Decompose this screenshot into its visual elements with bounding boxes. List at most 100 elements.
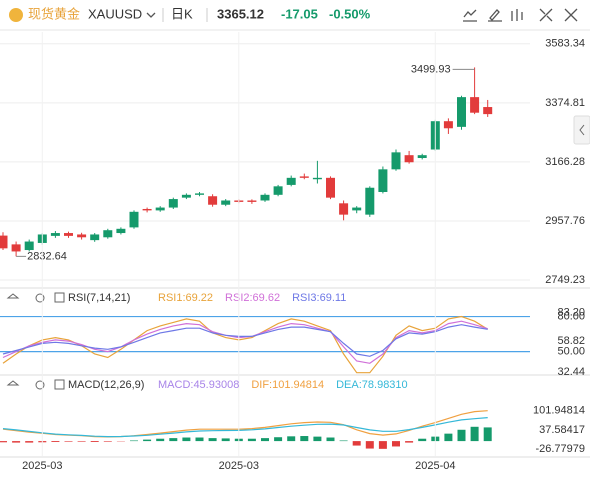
candle-body (457, 97, 466, 127)
settings-icon[interactable] (35, 293, 45, 303)
symbol-name[interactable]: 现货黄金 (28, 6, 80, 21)
candle-body (64, 233, 73, 236)
histogram-bar (392, 441, 400, 447)
indicator-button[interactable] (463, 9, 477, 22)
histogram-bar (470, 426, 479, 442)
symbol-icon (9, 8, 23, 22)
histogram-bar (247, 438, 256, 442)
candle-body (286, 177, 296, 185)
candle-body (103, 230, 113, 238)
candle-body (443, 121, 453, 129)
histogram-bar (0, 441, 7, 443)
histogram-bar (457, 429, 466, 442)
dropdown-caret[interactable] (146, 12, 156, 18)
histogram-bar (444, 433, 453, 442)
histogram-bar (103, 441, 112, 442)
histogram-bar (339, 440, 348, 442)
draw-button[interactable] (488, 9, 502, 22)
histogram-bar (25, 441, 34, 443)
series-line (2, 417, 488, 438)
candle-body (90, 234, 100, 241)
histogram-bar (130, 440, 138, 442)
toolbar (0, 0, 590, 30)
y-tick-label: 2749.23 (545, 274, 585, 286)
y-tick-label: 3583.34 (545, 38, 585, 50)
interval[interactable]: 日K (171, 6, 193, 21)
candle-body (181, 194, 191, 198)
histogram-bar (64, 441, 73, 442)
candle-body (195, 193, 204, 195)
close-button[interactable] (564, 8, 578, 22)
candle-body (221, 200, 231, 205)
series-line (2, 315, 489, 374)
candle-body (247, 200, 257, 202)
y-tick-label: 37.58417 (539, 424, 585, 436)
candle-body (260, 194, 270, 201)
histogram-bar (405, 441, 414, 443)
change: -17.05 (281, 6, 318, 21)
legend-entry: RSI2:69.62 (225, 292, 280, 304)
y-tick-label: 101.94814 (533, 405, 585, 417)
candle-body (483, 107, 493, 115)
y-tick-label: 2957.76 (545, 215, 585, 227)
x-tick-label: 2025-03 (22, 460, 62, 472)
change-pct: -0.50% (329, 6, 371, 21)
candle-body (339, 203, 349, 215)
hide-icon[interactable] (6, 380, 20, 386)
histogram-bar (300, 436, 309, 442)
candle-body (273, 186, 283, 195)
y-tick-label: 3374.81 (545, 97, 585, 109)
high-label: 3499.93 (411, 63, 451, 75)
candle-body (0, 235, 8, 249)
x-tick-label: 2025-03 (219, 460, 259, 472)
histogram-bar (208, 438, 217, 442)
legend-entry: RSI3:69.11 (292, 292, 346, 304)
histogram-bar (483, 427, 492, 442)
panel-icon[interactable] (54, 292, 65, 303)
y-tick-label: 3166.28 (545, 156, 585, 168)
level-label: 32.44 (557, 366, 585, 378)
y-tick-label: 80.00 (557, 310, 585, 322)
fullscreen-button[interactable] (539, 8, 553, 22)
candle-body (116, 228, 126, 234)
histogram-bar (365, 441, 374, 449)
histogram-bar (326, 437, 335, 442)
candle-body (312, 177, 322, 180)
legend-entry: MACD:45.93008 (158, 379, 239, 391)
histogram-bar (12, 441, 21, 443)
candle-body (77, 234, 87, 238)
y-tick-label: 50.00 (557, 346, 585, 358)
panel-title: MACD(12,26,9) (68, 379, 144, 391)
candle-body (378, 169, 388, 192)
y-tick-label: -26.77979 (535, 443, 585, 455)
hide-icon[interactable] (6, 293, 20, 299)
histogram-bar (77, 441, 86, 442)
panel-icon[interactable] (54, 379, 65, 390)
candle-body (391, 152, 401, 170)
price: 3365.12 (217, 6, 264, 21)
settings-icon[interactable] (35, 380, 45, 390)
candle-body (299, 176, 309, 178)
level-label: 83.20 (557, 307, 585, 319)
symbol[interactable]: XAUUSD (88, 6, 142, 21)
histogram-bar (195, 437, 204, 442)
chart-type-button[interactable] (511, 9, 523, 21)
candle-body (11, 244, 21, 252)
histogram-bar (90, 441, 99, 442)
level-label: 58.82 (557, 335, 585, 347)
histogram-bar (156, 438, 165, 442)
candle-body (129, 211, 139, 228)
histogram-bar (274, 437, 283, 442)
candle-body (155, 207, 165, 211)
series-line (2, 410, 488, 438)
candle-body (50, 233, 60, 236)
x-tick-label: 2025-04 (415, 460, 455, 472)
candle-body (168, 199, 178, 208)
candle-body (404, 155, 414, 163)
histogram-bar (313, 436, 322, 442)
collapse-button[interactable] (573, 115, 590, 145)
histogram-bar (182, 437, 191, 442)
series-line (2, 324, 488, 357)
candle-body (326, 177, 335, 198)
histogram-bar (287, 436, 296, 442)
